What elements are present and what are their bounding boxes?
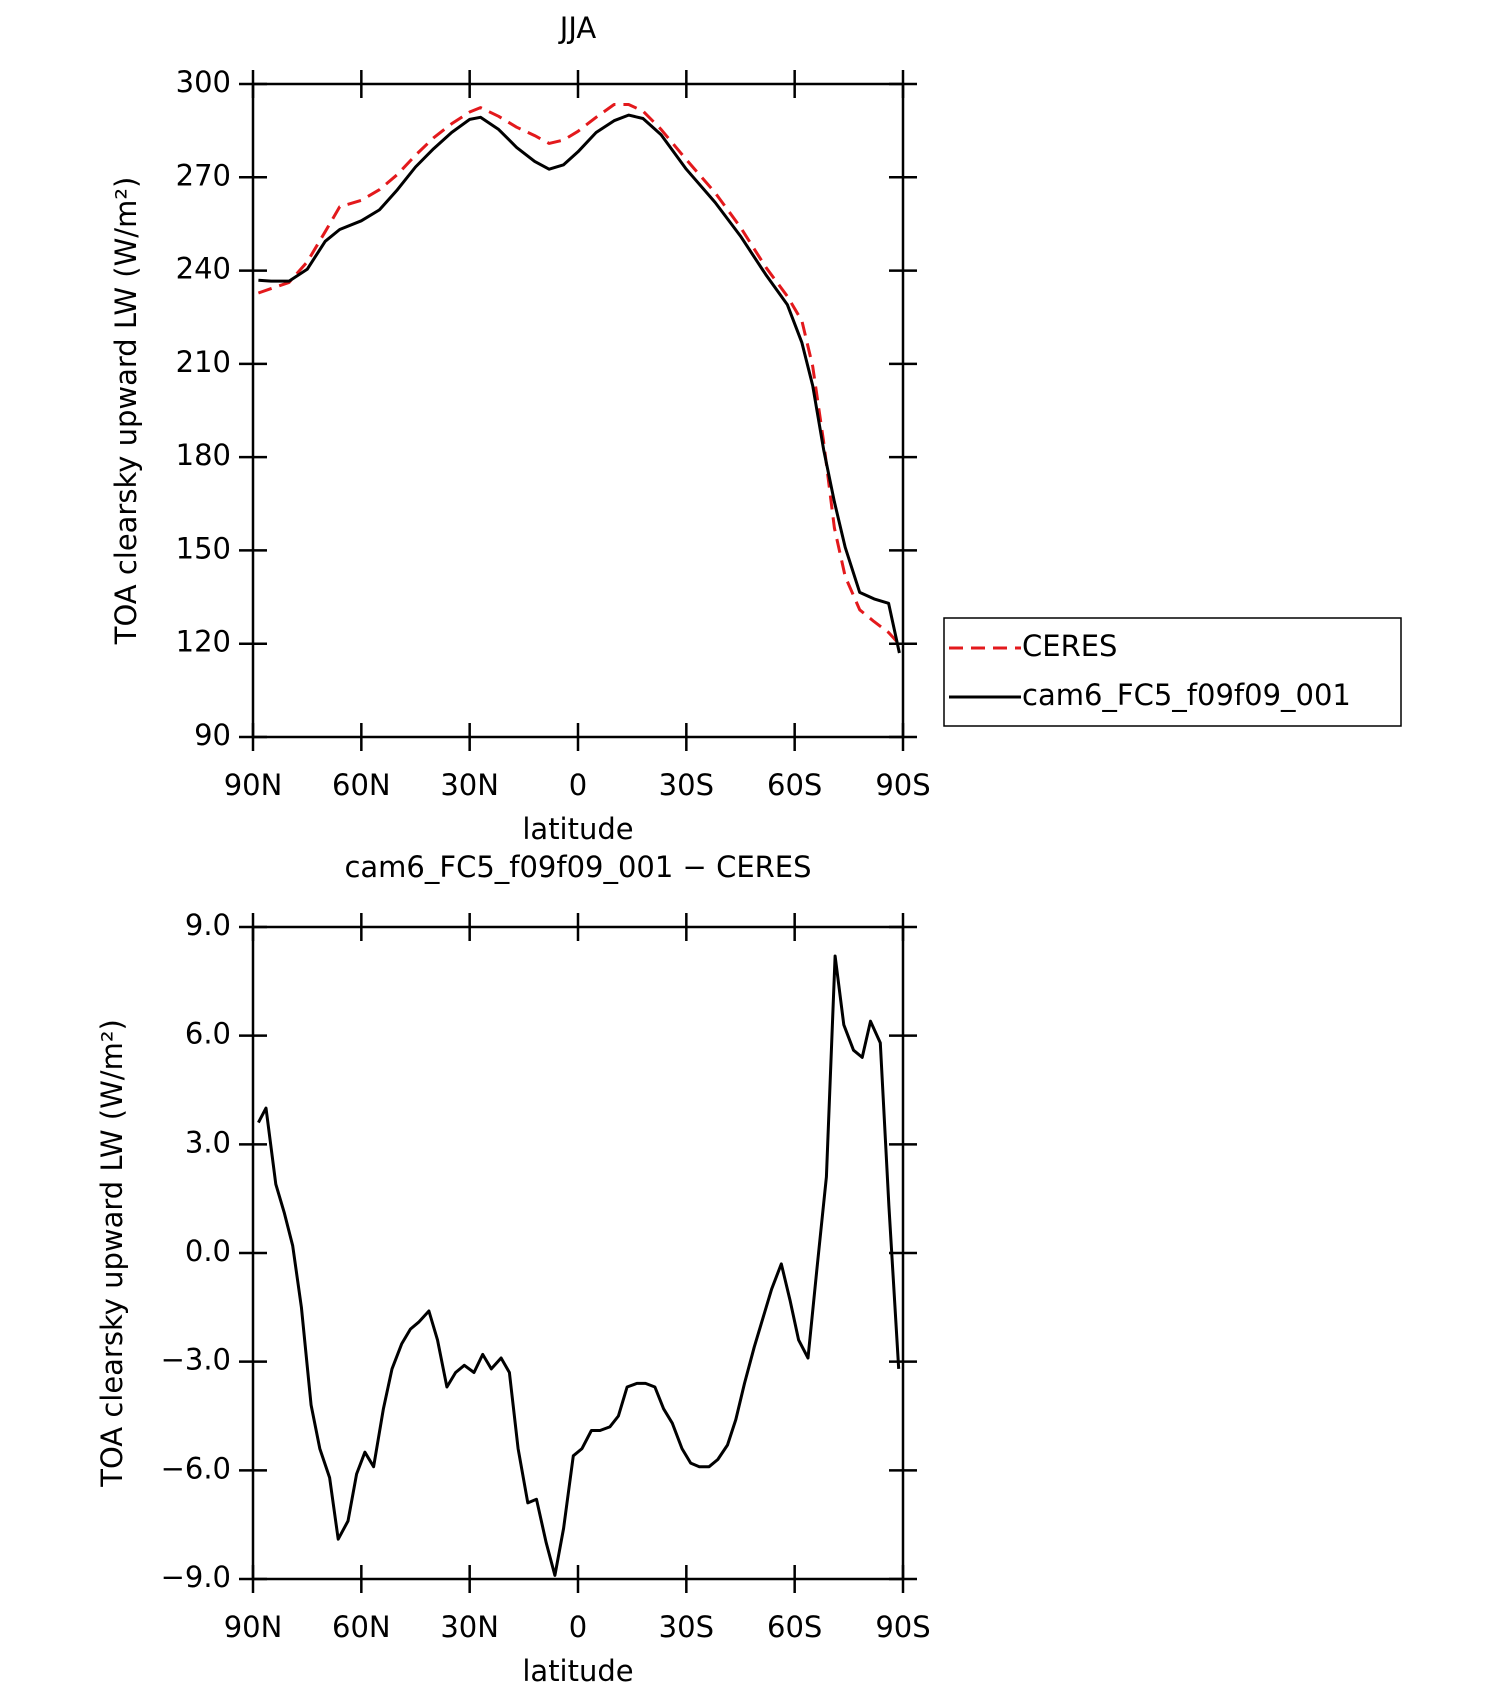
y-tick-label: 210 [176, 345, 231, 379]
y-tick-label: −3.0 [161, 1343, 231, 1377]
y-tick-label: 150 [176, 531, 231, 565]
y-tick-label: 6.0 [185, 1017, 231, 1051]
y-tick-label: 3.0 [185, 1125, 231, 1159]
x-tick-label: 90S [875, 1610, 930, 1644]
x-tick-label: 90S [875, 768, 930, 802]
x-axis-label: latitude [522, 812, 633, 846]
y-axis-label: TOA clearsky upward LW (W/m²) [109, 177, 143, 646]
x-tick-label: 0 [569, 768, 587, 802]
legend-label: cam6_FC5_f09f09_001 [1022, 678, 1351, 712]
data-line [257, 954, 901, 1577]
x-tick-label: 30S [659, 1610, 714, 1644]
chart-title: cam6_FC5_f09f09_001 − CERES [344, 850, 811, 884]
x-axis-label: latitude [522, 1654, 633, 1688]
x-tick-label: 30S [659, 768, 714, 802]
x-tick-label: 90N [224, 768, 283, 802]
x-tick-label: 0 [569, 1610, 587, 1644]
x-tick-label: 60S [767, 768, 822, 802]
y-tick-label: 9.0 [185, 908, 231, 942]
y-tick-label: 90 [194, 718, 231, 752]
chart-title: JJA [558, 11, 597, 45]
x-tick-label: 30N [440, 768, 499, 802]
y-tick-label: 270 [176, 158, 231, 192]
x-tick-label: 60N [332, 768, 391, 802]
y-tick-label: 120 [176, 625, 231, 659]
legend-label: CERES [1022, 629, 1117, 663]
x-tick-label: 90N [224, 1610, 283, 1644]
x-tick-label: 60S [767, 1610, 822, 1644]
plot-frame [251, 925, 905, 1581]
y-axis-label: TOA clearsky upward LW (W/m²) [95, 1019, 129, 1488]
legend-box [943, 617, 1402, 727]
data-line [257, 103, 901, 646]
y-tick-label: 0.0 [185, 1234, 231, 1268]
y-tick-label: 180 [176, 438, 231, 472]
data-line [258, 113, 901, 654]
x-tick-label: 60N [332, 1610, 391, 1644]
y-tick-label: 240 [176, 252, 231, 286]
y-tick-label: −9.0 [161, 1560, 231, 1594]
x-tick-label: 30N [440, 1610, 499, 1644]
y-tick-label: −6.0 [161, 1451, 231, 1485]
plot-frame [251, 82, 905, 739]
y-tick-label: 300 [176, 65, 231, 99]
